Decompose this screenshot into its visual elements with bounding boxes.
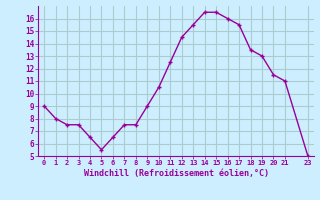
X-axis label: Windchill (Refroidissement éolien,°C): Windchill (Refroidissement éolien,°C) [84,169,268,178]
